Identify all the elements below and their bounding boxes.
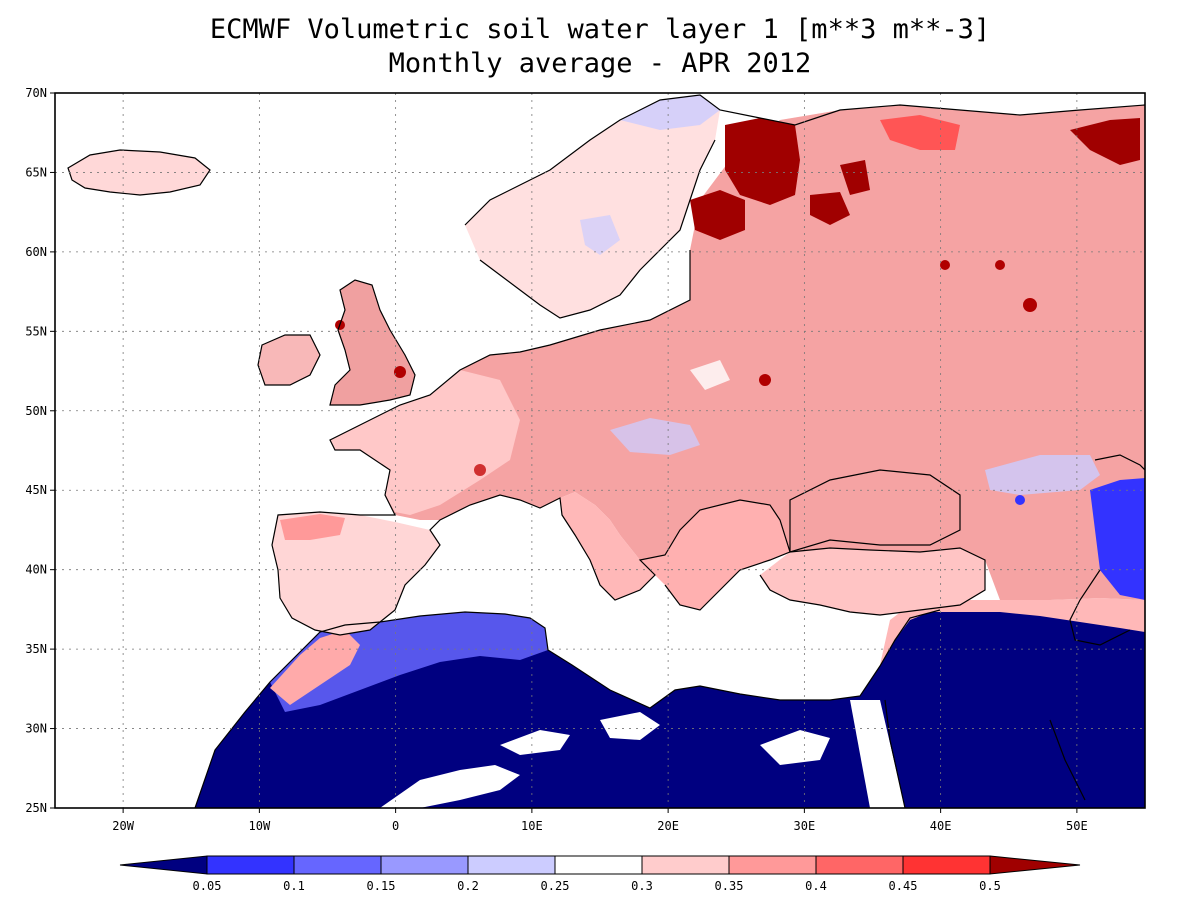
lon-tick-label: 50E <box>1066 819 1088 833</box>
sahara-white-patch <box>380 765 520 808</box>
lat-tick-label: 70N <box>25 86 47 100</box>
spot <box>1023 298 1037 312</box>
colorbar-label: 0.45 <box>889 879 918 893</box>
northwest-russia-wet <box>880 115 960 150</box>
lat-tick-label: 30N <box>25 722 47 736</box>
lat-tick-label: 25N <box>25 801 47 815</box>
colorbar-segment <box>815 855 904 875</box>
colorbar: 0.05 0.1 0.15 0.2 0.25 0.3 0.35 0.4 0.45 0.5 <box>119 855 1081 893</box>
longitude-axis: 20W 10W 0 10E 20E 30E 40E 50E <box>112 808 1088 833</box>
colorbar-segment <box>206 855 295 875</box>
colorbar-label: 0.05 <box>193 879 222 893</box>
map-title: ECMWF Volumetric soil water layer 1 [m**… <box>209 14 991 45</box>
spot <box>995 260 1005 270</box>
colorbar-segment <box>554 855 643 875</box>
southeast-russia-pale <box>985 455 1100 495</box>
karelia-wet-2 <box>840 160 870 195</box>
balkans-land <box>640 500 790 610</box>
nile-strip <box>850 700 905 808</box>
caucasus-dry <box>1090 478 1145 600</box>
middle-east-land <box>885 610 1145 808</box>
lon-tick-label: 10E <box>521 819 543 833</box>
colorbar-segment <box>380 855 469 875</box>
spot <box>940 260 950 270</box>
karelia-wet <box>810 192 850 225</box>
sweden-pale-blue <box>580 215 620 255</box>
colorbar-label: 0.4 <box>805 879 827 893</box>
coastlines <box>67 94 1145 808</box>
colorbar-low-arrow <box>119 855 208 875</box>
finland-wet <box>725 118 800 205</box>
graticule <box>55 92 1145 809</box>
plot-frame <box>54 92 1146 809</box>
spot <box>474 464 486 476</box>
lon-tick-label: 40E <box>930 819 952 833</box>
colorbar-segment <box>641 855 730 875</box>
scandinavia-pale-blue <box>620 95 720 130</box>
lat-tick-label: 60N <box>25 245 47 259</box>
colorbar-label: 0.5 <box>979 879 1001 893</box>
lon-tick-label: 20E <box>657 819 679 833</box>
spot <box>1015 495 1025 505</box>
colorbar-high-arrow <box>989 855 1081 875</box>
latitude-axis: 70N 65N 60N 55N 50N 45N 40N 35N 30N 25N <box>25 86 55 815</box>
lon-tick-label: 20W <box>112 819 134 833</box>
great-britain-land <box>330 280 415 405</box>
lon-tick-label: 0 <box>392 819 399 833</box>
morocco-wet <box>270 630 360 705</box>
colorbar-segment <box>293 855 382 875</box>
lat-tick-label: 35N <box>25 642 47 656</box>
western-europe-light <box>330 370 520 515</box>
lat-tick-label: 55N <box>25 324 47 338</box>
italy-land <box>560 492 655 600</box>
lat-tick-label: 65N <box>25 165 47 179</box>
scandinavia-land <box>465 95 720 318</box>
lat-tick-label: 50N <box>25 404 47 418</box>
colorbar-label: 0.15 <box>367 879 396 893</box>
colorbar-segment <box>467 855 556 875</box>
iberia-land <box>272 512 440 635</box>
sahara-white-patch-3 <box>600 712 660 740</box>
iberia-north-wet <box>280 514 345 540</box>
sahara-white-patch-4 <box>760 730 830 765</box>
colorbar-label: 0.2 <box>457 879 479 893</box>
europe-land <box>330 105 1145 600</box>
finland-wet-2 <box>690 190 745 240</box>
carpathians-pale <box>690 360 730 390</box>
map-subtitle: Monthly average - APR 2012 <box>388 48 812 79</box>
colorbar-label: 0.35 <box>715 879 744 893</box>
colorbar-label: 0.25 <box>541 879 570 893</box>
lat-tick-label: 45N <box>25 483 47 497</box>
ireland-land <box>258 335 320 385</box>
colorbar-label: 0.1 <box>283 879 305 893</box>
colorbar-segment <box>902 855 991 875</box>
urals-wet <box>1070 118 1140 165</box>
anatolia-land <box>760 548 985 615</box>
spot <box>759 374 771 386</box>
middle-east-pink <box>880 598 1145 665</box>
lat-tick-label: 40N <box>25 563 47 577</box>
map-field <box>68 95 1145 808</box>
colorbar-label: 0.3 <box>631 879 653 893</box>
alps-pale <box>610 418 700 455</box>
lon-tick-label: 10W <box>249 819 271 833</box>
lon-tick-label: 30E <box>794 819 816 833</box>
spot <box>394 366 406 378</box>
sahara-white-patch-2 <box>500 730 570 755</box>
colorbar-segment <box>728 855 817 875</box>
